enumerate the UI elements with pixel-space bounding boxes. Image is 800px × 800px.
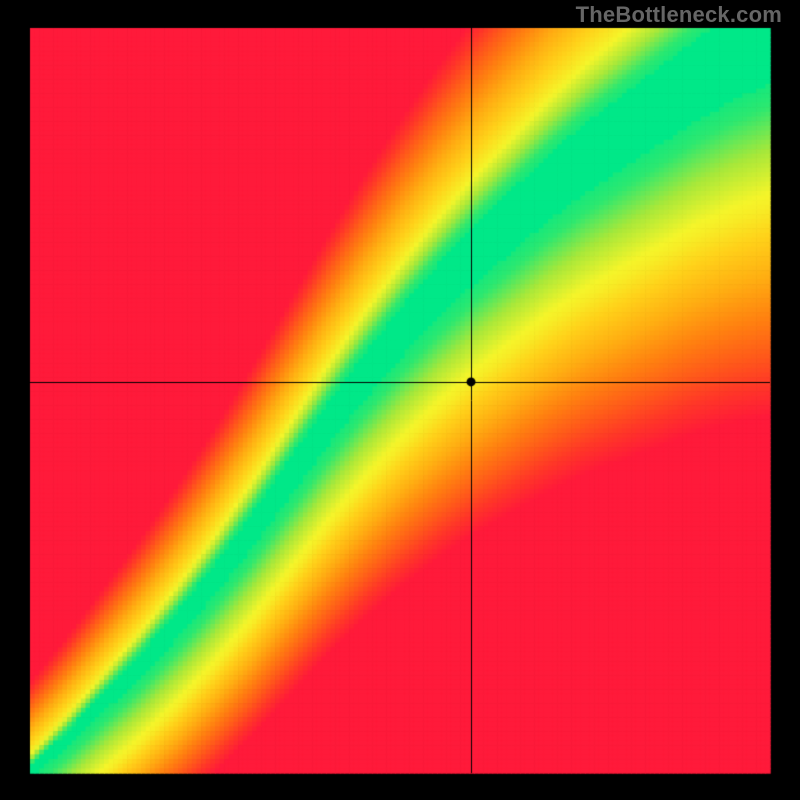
chart-container: TheBottleneck.com — [0, 0, 800, 800]
bottleneck-heatmap — [0, 0, 800, 800]
watermark: TheBottleneck.com — [576, 2, 782, 28]
